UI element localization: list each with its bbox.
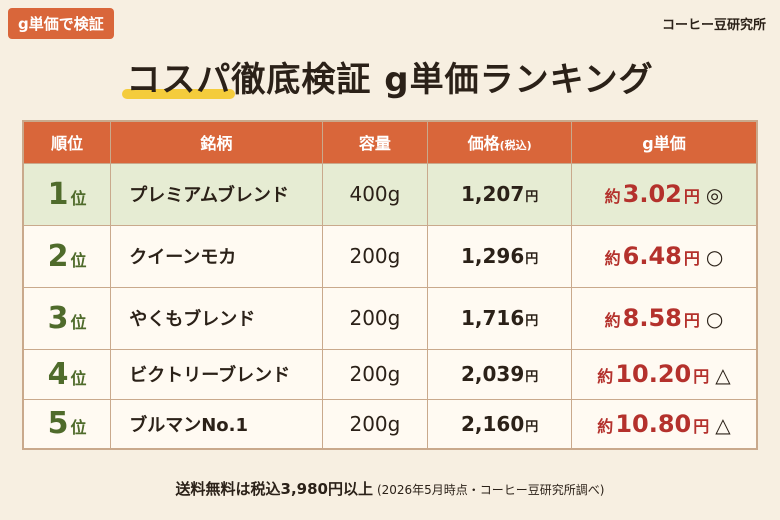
rating-mark: △ <box>715 412 731 437</box>
price-cell: 2,039円 <box>427 348 572 400</box>
table-header-row: 順位 銘柄 容量 価格(税込) g単価 <box>22 120 758 164</box>
header-price-note: (税込) <box>499 139 532 153</box>
rating-mark: ○ <box>705 307 724 331</box>
header-capacity: 容量 <box>321 120 429 164</box>
brand-cell: クイーンモカ <box>110 224 323 288</box>
capacity-cell: 200g <box>321 348 429 400</box>
price-cell: 2,160円 <box>427 398 572 450</box>
unit-price-cell: 約6.48 円 ○ <box>570 224 758 288</box>
brand-cell: ビクトリーブレンド <box>110 348 323 400</box>
shipping-note-main: 送料無料は税込3,980円以上 <box>175 480 373 498</box>
rating-mark: ◎ <box>705 183 724 207</box>
price-cell: 1,716円 <box>427 286 572 350</box>
header-unit-price: g単価 <box>570 120 758 164</box>
page-title: コスパ徹底検証 g単価ランキング <box>0 52 780 101</box>
shipping-note-sub: (2026年5月時点・コーヒー豆研究所調べ) <box>376 483 605 497</box>
table-row: 5 位ブルマンNo.1 200g 2,160円 約10.80 円 △ <box>22 398 758 450</box>
price-cell: 1,207円 <box>427 162 572 226</box>
ranking-table: 順位 銘柄 容量 価格(税込) g単価 1 位プレミアムブレンド 400g 1,207… <box>22 120 758 450</box>
brand-cell: プレミアムブレンド <box>110 162 323 226</box>
capacity-cell: 400g <box>321 162 429 226</box>
table-row: 1 位プレミアムブレンド 400g 1,207円 約3.02 円 ◎ <box>22 162 758 226</box>
unit-price-cell: 約10.20 円 △ <box>570 348 758 400</box>
table-row: 2 位クイーンモカ 200g 1,296円 約6.48 円 ○ <box>22 224 758 288</box>
unit-price-cell: 約10.80 円 △ <box>570 398 758 450</box>
rating-mark: ○ <box>705 245 724 269</box>
header-price: 価格(税込) <box>427 120 572 164</box>
category-badge: g単価で検証 <box>8 8 114 39</box>
capacity-cell: 200g <box>321 224 429 288</box>
brand-cell: やくもブレンド <box>110 286 323 350</box>
price-cell: 1,296円 <box>427 224 572 288</box>
header-name: 銘柄 <box>110 120 323 164</box>
capacity-cell: 200g <box>321 286 429 350</box>
unit-price-cell: 約3.02 円 ◎ <box>570 162 758 226</box>
table-row: 4 位ビクトリーブレンド 200g 2,039円 約10.20 円 △ <box>22 348 758 400</box>
rating-mark: △ <box>715 363 731 387</box>
title-highlight: コスパ <box>122 52 236 101</box>
capacity-cell: 200g <box>321 398 429 450</box>
shipping-note: 送料無料は税込3,980円以上 (2026年5月時点・コーヒー豆研究所調べ) <box>0 478 780 499</box>
title-rest: 徹底検証 g単価ランキング <box>231 60 654 100</box>
unit-price-cell: 約8.58 円 ○ <box>570 286 758 350</box>
table-row: 3 位やくもブレンド 200g 1,716円 約8.58 円 ○ <box>22 286 758 350</box>
source-label: コーヒー豆研究所 <box>661 18 766 33</box>
header-rank: 順位 <box>22 120 112 164</box>
brand-cell: ブルマンNo.1 <box>110 398 323 450</box>
